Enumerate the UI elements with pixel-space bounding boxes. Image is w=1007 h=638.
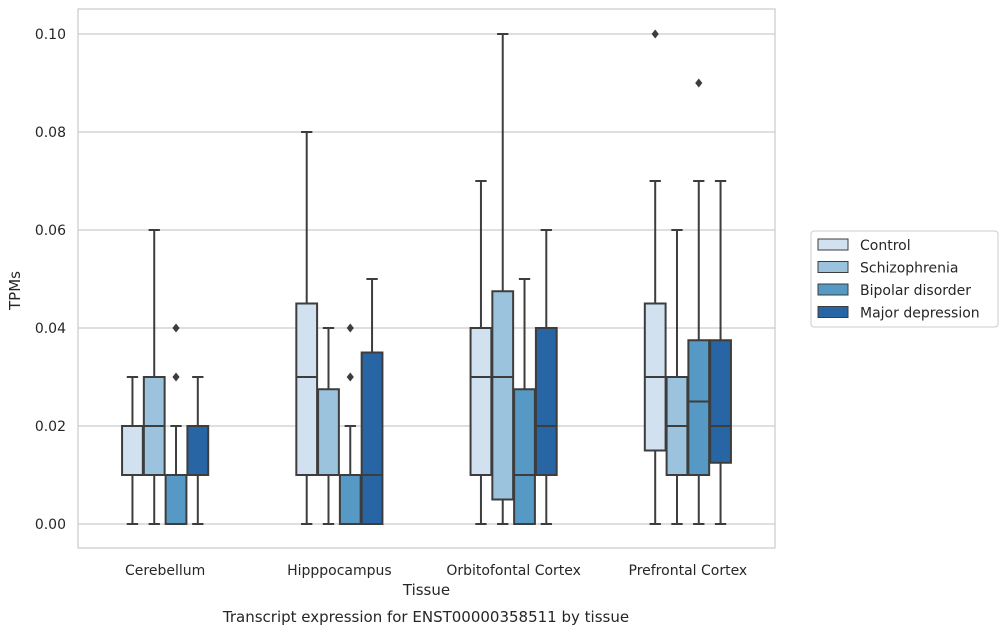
outlier-point [346, 323, 354, 333]
y-axis-label: TPMs [6, 271, 24, 311]
box-iqr [469, 327, 493, 476]
y-tick-label: 0.02 [35, 419, 66, 435]
outlier-point [651, 29, 659, 39]
box-iqr [317, 388, 340, 476]
box-major-depression [534, 229, 558, 525]
box-iqr [687, 339, 711, 476]
x-tick-label: Hipppocampus [287, 563, 392, 579]
chart-caption: Transcript expression for ENST0000035851… [222, 608, 629, 626]
box-iqr [121, 425, 144, 476]
box-iqr [186, 425, 210, 476]
box-iqr [360, 351, 384, 525]
outlier-point [172, 323, 180, 333]
box-control [643, 29, 667, 525]
box-iqr [491, 290, 515, 501]
y-tick-labels: 0.00 0.02 0.04 0.06 0.08 0.10 [35, 27, 66, 533]
box-control [295, 131, 319, 525]
plot-frame [77, 8, 776, 549]
legend-swatch [817, 238, 849, 251]
x-axis-label: Tissue [402, 581, 450, 599]
legend-swatch [817, 261, 849, 273]
legend-label: Schizophrenia [860, 261, 958, 277]
legend-swatch [817, 306, 849, 318]
x-tick-label: Prefrontal Cortex [629, 563, 748, 579]
box-iqr [513, 388, 536, 525]
box-major-depression [360, 278, 384, 525]
box-major-depression [709, 180, 732, 525]
box-bipolar-disorder [338, 323, 362, 525]
box-iqr [338, 474, 362, 525]
box-iqr [709, 339, 732, 464]
box-major-depression [186, 376, 210, 525]
y-tick-label: 0.10 [35, 27, 66, 43]
box-bipolar-disorder [513, 278, 536, 525]
x-tick-labels: Cerebellum Hipppocampus Orbitofontal Corte… [125, 563, 747, 579]
box-control [469, 180, 493, 525]
box-schizophrenia [317, 327, 340, 525]
box-control [121, 376, 144, 525]
box-bipolar-disorder [164, 323, 188, 525]
box-iqr [295, 302, 319, 476]
outlier-point [695, 78, 703, 88]
box-layer [121, 29, 732, 525]
box-schizophrenia [665, 229, 689, 525]
legend: Control Schizophrenia Bipolar disorder Majo… [810, 230, 999, 328]
y-tick-label: 0.06 [35, 223, 66, 239]
box-iqr [164, 474, 188, 525]
box-schizophrenia [491, 33, 515, 525]
legend-label: Major depression [860, 306, 980, 322]
x-tick-label: Cerebellum [125, 563, 205, 579]
x-tick-label: Orbitofontal Cortex [446, 563, 581, 579]
box-bipolar-disorder [687, 78, 711, 525]
legend-frame [810, 230, 999, 328]
box-schizophrenia [142, 229, 166, 525]
outlier-point [172, 372, 180, 382]
outlier-point [346, 372, 354, 382]
legend-label: Control [860, 238, 911, 254]
legend-swatch [817, 283, 849, 296]
y-tick-label: 0.04 [35, 321, 66, 337]
y-tick-label: 0.08 [35, 125, 66, 141]
legend-label: Bipolar disorder [860, 283, 971, 299]
y-tick-label: 0.00 [35, 517, 66, 533]
box-iqr [534, 327, 558, 476]
